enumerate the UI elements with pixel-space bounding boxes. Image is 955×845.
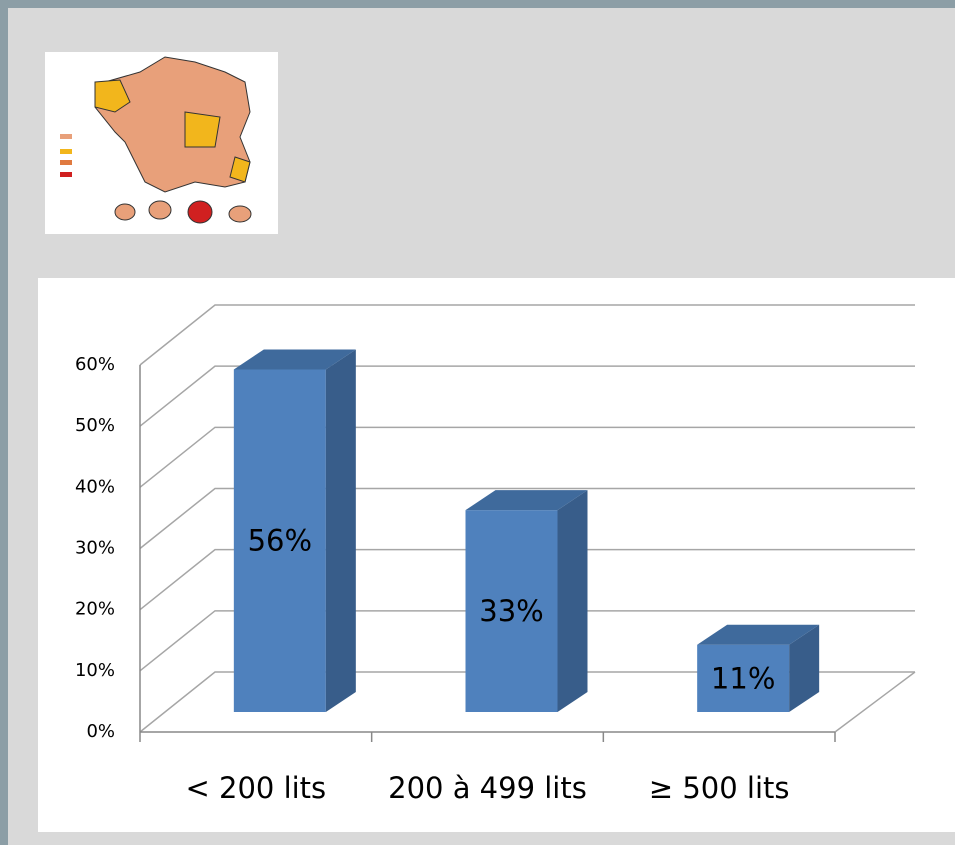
bar-top bbox=[697, 624, 820, 645]
y-tick-label: 50% bbox=[75, 415, 115, 436]
bar-side bbox=[557, 490, 588, 712]
grid-line bbox=[139, 610, 915, 672]
y-tick-label: 60% bbox=[75, 354, 115, 375]
y-tick-label: 10% bbox=[75, 660, 115, 681]
bar-side bbox=[789, 624, 820, 712]
grid-line bbox=[139, 671, 915, 733]
floor-edge bbox=[834, 671, 916, 733]
grid-line bbox=[139, 487, 915, 550]
bar-side bbox=[325, 349, 356, 712]
y-tick-label: 30% bbox=[75, 538, 115, 559]
data-label: 56% bbox=[248, 524, 312, 558]
bar bbox=[233, 369, 326, 712]
bar bbox=[697, 644, 790, 712]
map-image bbox=[45, 52, 278, 234]
grid-line bbox=[139, 548, 915, 611]
top-border bbox=[0, 0, 955, 8]
y-tick-label: 20% bbox=[75, 599, 115, 620]
grid-line bbox=[139, 365, 915, 427]
x-tick-label: 200 à 499 lits bbox=[388, 771, 587, 805]
bar-top bbox=[233, 349, 356, 370]
y-tick-label: 0% bbox=[86, 721, 115, 742]
data-label: 33% bbox=[479, 594, 543, 628]
grid-line bbox=[139, 426, 915, 488]
x-tick-label: < 200 lits bbox=[185, 771, 326, 805]
grid-line bbox=[139, 304, 915, 366]
bar-top bbox=[465, 490, 588, 511]
bar bbox=[465, 510, 558, 712]
x-tick-label: ≥ 500 lits bbox=[649, 771, 790, 805]
left-border bbox=[0, 0, 8, 845]
data-label: 11% bbox=[711, 661, 775, 695]
y-tick-label: 40% bbox=[75, 476, 115, 497]
